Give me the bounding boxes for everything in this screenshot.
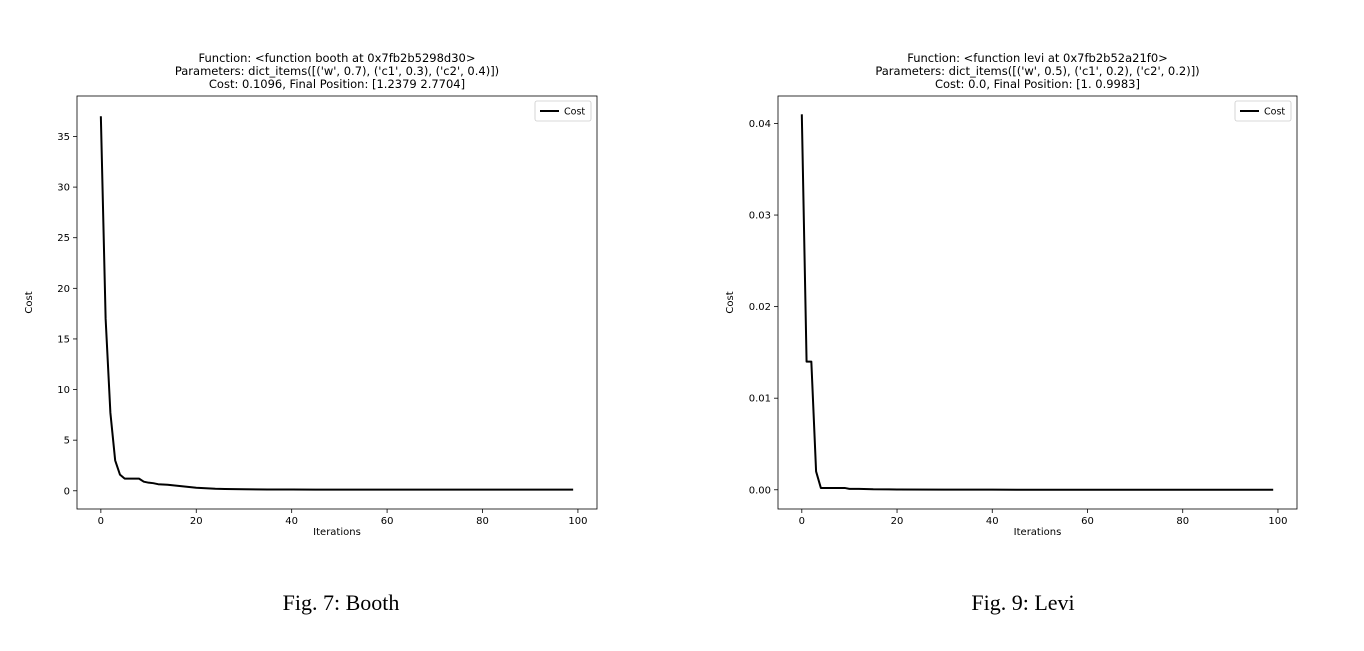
x-tick-label: 0 [98,516,104,527]
caption-levi: Fig. 9: Levi [971,590,1075,615]
y-tick-label: 15 [57,334,70,345]
figure-levi: Function: <function levi at 0x7fb2b52a21… [682,0,1364,647]
chart-levi: Function: <function levi at 0x7fb2b52a21… [725,51,1298,538]
y-tick-label: 0.00 [749,485,771,496]
x-tick-label: 100 [1268,516,1287,527]
legend-label: Cost [1264,107,1285,118]
y-axis-label: Cost [24,291,35,313]
series-line-cost [99,116,574,491]
legend-label: Cost [564,107,585,118]
x-tick-label: 80 [476,516,489,527]
y-tick-label: 0.02 [749,302,771,313]
x-tick-label: 100 [568,516,587,527]
y-tick-label: 0 [64,486,70,497]
figure-booth: Function: <function booth at 0x7fb2b5298… [0,0,682,647]
y-tick-label: 0.03 [749,211,771,222]
x-tick-label: 40 [285,516,298,527]
x-tick-label: 60 [1081,516,1094,527]
legend-box [1234,100,1292,122]
y-tick-label: 35 [57,132,70,143]
chart-title-line: Parameters: dict_items([('w', 0.5), ('c1… [875,64,1199,78]
y-tick-label: 30 [57,183,70,194]
y-axis-label: Cost [725,291,736,313]
x-axis-label: Iterations [313,527,361,538]
caption-booth: Fig. 7: Booth [282,590,400,615]
x-tick-label: 60 [381,516,394,527]
plot-area-frame [76,95,598,510]
y-tick-label: 0.01 [749,394,771,405]
x-tick-label: 40 [986,516,999,527]
y-tick-label: 0.04 [749,119,771,130]
y-tick-label: 20 [57,284,70,295]
chart-title-line: Cost: 0.1096, Final Position: [1.2379 2.… [209,77,465,91]
y-tick-label: 5 [64,436,70,447]
chart-title-line: Parameters: dict_items([('w', 0.7), ('c1… [175,64,499,78]
x-tick-label: 80 [1176,516,1189,527]
x-tick-label: 20 [190,516,203,527]
y-tick-label: 25 [57,233,70,244]
chart-title-line: Function: <function levi at 0x7fb2b52a21… [907,51,1168,65]
chart-booth: Function: <function booth at 0x7fb2b5298… [24,51,598,538]
plot-area-frame [777,95,1298,510]
x-tick-label: 0 [799,516,805,527]
x-tick-label: 20 [891,516,904,527]
y-tick-label: 10 [57,385,70,396]
series-line-cost [800,114,1274,491]
x-axis-label: Iterations [1014,527,1062,538]
chart-title-line: Cost: 0.0, Final Position: [1. 0.9983] [935,77,1140,91]
legend-box [534,100,592,122]
chart-title-line: Function: <function booth at 0x7fb2b5298… [199,51,476,65]
